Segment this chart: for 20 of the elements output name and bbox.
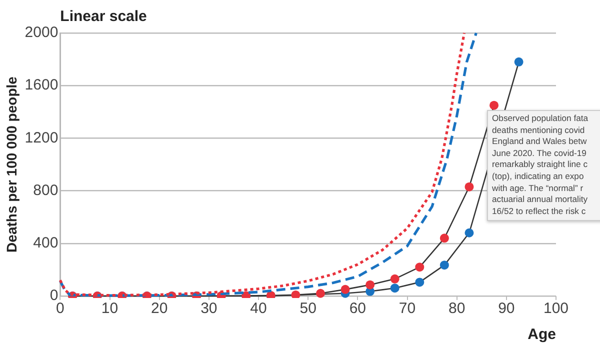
x-tick-label: 30 [200,300,218,318]
y-tick-label: 1200 [24,129,58,146]
x-tick-label: 40 [250,300,267,318]
y-tick-label: 400 [33,234,58,252]
x-tick-label: 10 [101,300,118,318]
x-axis-title: Age [528,326,556,344]
x-tick-label: 70 [398,300,416,318]
x-tick-label: 60 [349,300,366,318]
x-tick-label: 80 [448,300,466,318]
x-tick-label: 90 [498,300,515,318]
y-tick-label: 2000 [24,24,58,42]
chart-title: Linear scale [60,8,147,25]
x-tick-label: 50 [300,300,316,318]
y-axis-title: Deaths per 100 000 people [3,76,20,252]
y-tick-label: 0 [50,287,58,304]
x-tick-label: 20 [150,300,168,318]
x-tick-label: 100 [543,300,569,318]
y-tick-label: 1600 [24,76,58,94]
text: Observed population fata deaths mentioning covid England and Wales betw June 2020. The covid-19 remarkably straight line c (top), indicating an expo with age. The “normal” r actuarial annual mortality 16/52 to reflect the risk c [492,113,588,216]
y-tick-label: 800 [33,182,58,199]
